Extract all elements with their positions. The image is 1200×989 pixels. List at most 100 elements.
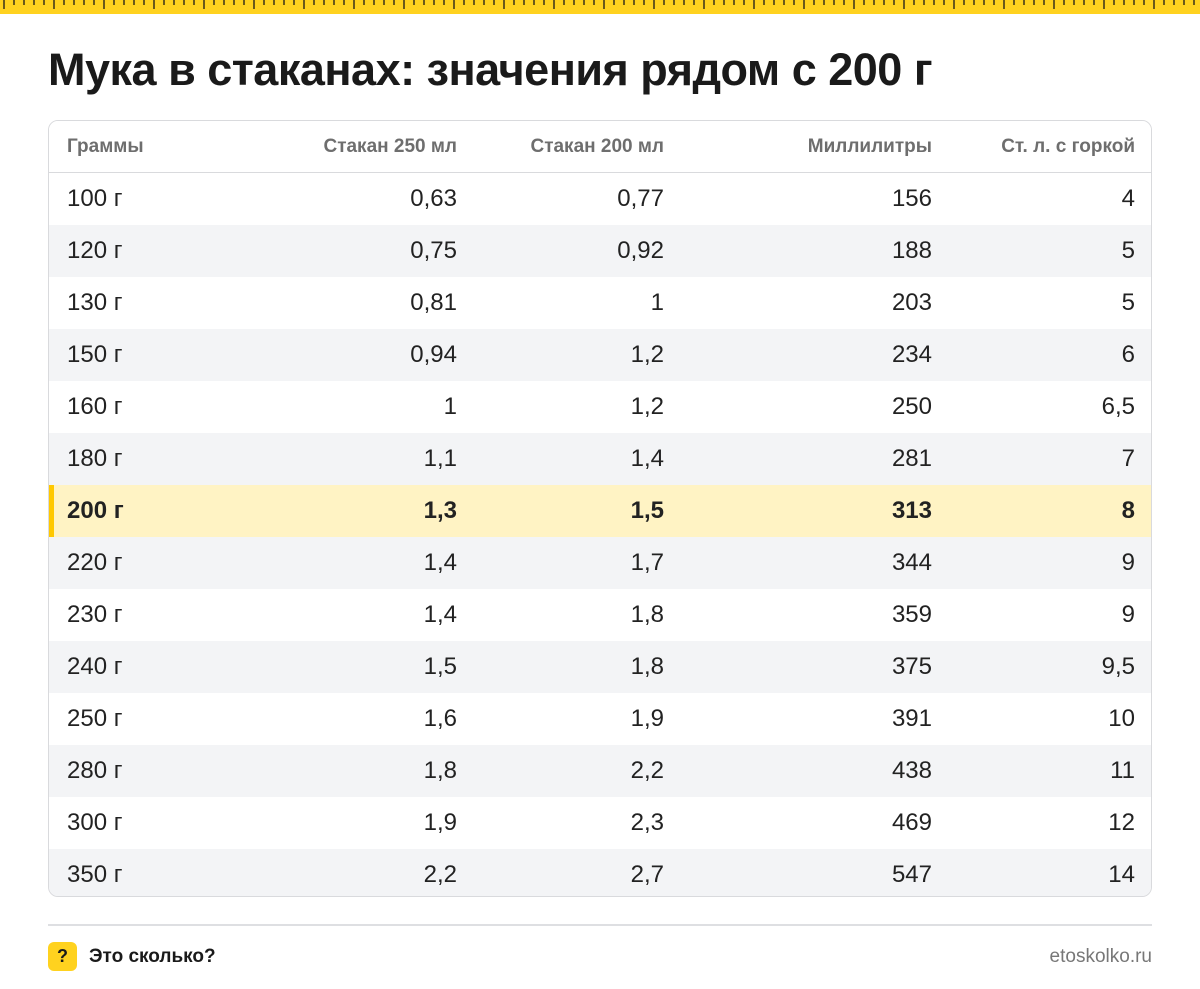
table-row: 230 г 1,4 1,8 359 9 (49, 589, 1151, 641)
table-cell: 2,3 (630, 809, 664, 836)
table-cell: 240 г (49, 641, 249, 693)
table-cell: 1,6 (423, 705, 457, 732)
table-row: 130 г 0,81 1 203 5 (49, 277, 1151, 329)
table-cell: 6,5 (1101, 393, 1135, 420)
column-header: Стакан 250 мл (249, 121, 457, 173)
table-cell: 1,7 (457, 537, 664, 589)
table-row: 250 г 1,6 1,9 391 10 (49, 693, 1151, 745)
table-cell: 0,81 (410, 289, 457, 316)
table-cell: 160 г (67, 393, 123, 420)
table-cell: 344 (664, 537, 932, 589)
column-header: Стакан 200 мл (457, 121, 664, 173)
table-cell: 391 (891, 705, 932, 732)
table-cell: 1,8 (249, 745, 457, 797)
column-header: Миллилитры (664, 121, 932, 173)
table-row: 120 г 0,75 0,92 188 5 (49, 225, 1151, 277)
table-cell: 0,77 (617, 185, 664, 212)
table-cell: 220 г (49, 537, 249, 589)
table-cell: 1 (443, 393, 457, 420)
table-row: 300 г 1,9 2,3 469 12 (49, 797, 1151, 849)
table-cell: 14 (932, 849, 1151, 896)
table-cell: 150 г (49, 329, 249, 381)
table-row: 150 г 0,94 1,2 234 6 (49, 329, 1151, 381)
table-row: 280 г 1,8 2,2 438 11 (49, 745, 1151, 797)
table-cell: 313 (664, 485, 932, 537)
conversion-table-card: Граммы Стакан 250 мл Стакан 200 мл Миллилит… (48, 120, 1152, 897)
page-title: Мука в стаканах: значения рядом с 200 г (48, 44, 933, 95)
table-cell: 1,9 (423, 809, 457, 836)
table-cell: 1,2 (630, 393, 664, 420)
site-url: etoskolko.ru (1049, 946, 1152, 967)
table-header-row: Граммы Стакан 250 мл Стакан 200 мл Миллилит… (49, 121, 1151, 173)
column-header: Граммы (49, 121, 249, 173)
table-row: 180 г 1,1 1,4 281 7 (49, 433, 1151, 485)
table-cell: 0,94 (249, 329, 457, 381)
table-cell: 156 (891, 185, 932, 212)
table-cell: 180 г (49, 433, 249, 485)
table-cell: 234 (664, 329, 932, 381)
table-cell: 250 г (67, 705, 123, 732)
table-cell: 120 г (49, 225, 249, 277)
table-cell: 0,92 (457, 225, 664, 277)
ruler-ticks (3, 0, 1195, 9)
table-cell: 1,4 (423, 601, 457, 628)
table-cell: 1,9 (630, 705, 664, 732)
table-cell: 5 (932, 225, 1151, 277)
brand-name: Это сколько? (89, 945, 216, 967)
table-row: 160 г 1 1,2 250 6,5 (49, 381, 1151, 433)
table-cell: 1,4 (249, 537, 457, 589)
table-cell: 1,8 (457, 641, 664, 693)
table-row: 240 г 1,5 1,8 375 9,5 (49, 641, 1151, 693)
table-cell: 1,5 (249, 641, 457, 693)
table-cell: 11 (932, 745, 1151, 797)
table-cell: 281 (664, 433, 932, 485)
table-cell: 2,2 (457, 745, 664, 797)
table-cell: 359 (891, 601, 932, 628)
table-cell: 2,2 (249, 849, 457, 896)
table-cell: 1,3 (249, 485, 457, 537)
table-cell: 547 (664, 849, 932, 896)
table-cell: 203 (891, 289, 932, 316)
table-cell: 7 (932, 433, 1151, 485)
question-mark-icon: ? (48, 942, 77, 971)
table-cell: 8 (932, 485, 1151, 537)
table-cell: 130 г (67, 289, 123, 316)
table-cell: 0,75 (249, 225, 457, 277)
footer-divider (48, 924, 1152, 926)
column-header: Ст. л. с горкой (932, 121, 1151, 173)
table-cell: 188 (664, 225, 932, 277)
table-cell: 280 г (49, 745, 249, 797)
brand: ? Это сколько? (48, 942, 216, 971)
table-cell: 4 (1121, 185, 1135, 212)
table-row: 220 г 1,4 1,7 344 9 (49, 537, 1151, 589)
table-row-highlighted: 200 г 1,3 1,5 313 8 (49, 485, 1151, 537)
table-cell: 375 (664, 641, 932, 693)
table-cell: 438 (664, 745, 932, 797)
table-cell: 10 (1108, 705, 1135, 732)
table-cell: 0,63 (410, 185, 457, 212)
table-row: 350 г 2,2 2,7 547 14 (49, 849, 1151, 896)
table-cell: 5 (1121, 289, 1135, 316)
table-cell: 1,2 (457, 329, 664, 381)
table-cell: 1,5 (457, 485, 664, 537)
table-cell: 9 (932, 537, 1151, 589)
table-cell: 9,5 (932, 641, 1151, 693)
table-cell: 12 (1108, 809, 1135, 836)
table-cell: 469 (891, 809, 932, 836)
table-cell: 2,7 (457, 849, 664, 896)
conversion-table: Граммы Стакан 250 мл Стакан 200 мл Миллилит… (49, 121, 1151, 896)
table-cell: 100 г (67, 185, 123, 212)
table-cell: 350 г (49, 849, 249, 896)
table-cell: 6 (932, 329, 1151, 381)
ruler-strip (0, 0, 1200, 14)
table-cell: 9 (1121, 601, 1135, 628)
table-cell: 1,4 (457, 433, 664, 485)
table-cell: 1 (650, 289, 664, 316)
table-row: 100 г 0,63 0,77 156 4 (49, 173, 1151, 226)
table-cell: 200 г (49, 485, 249, 537)
table-cell: 300 г (67, 809, 123, 836)
table-cell: 1,8 (630, 601, 664, 628)
table-cell: 250 (891, 393, 932, 420)
table-cell: 1,1 (249, 433, 457, 485)
